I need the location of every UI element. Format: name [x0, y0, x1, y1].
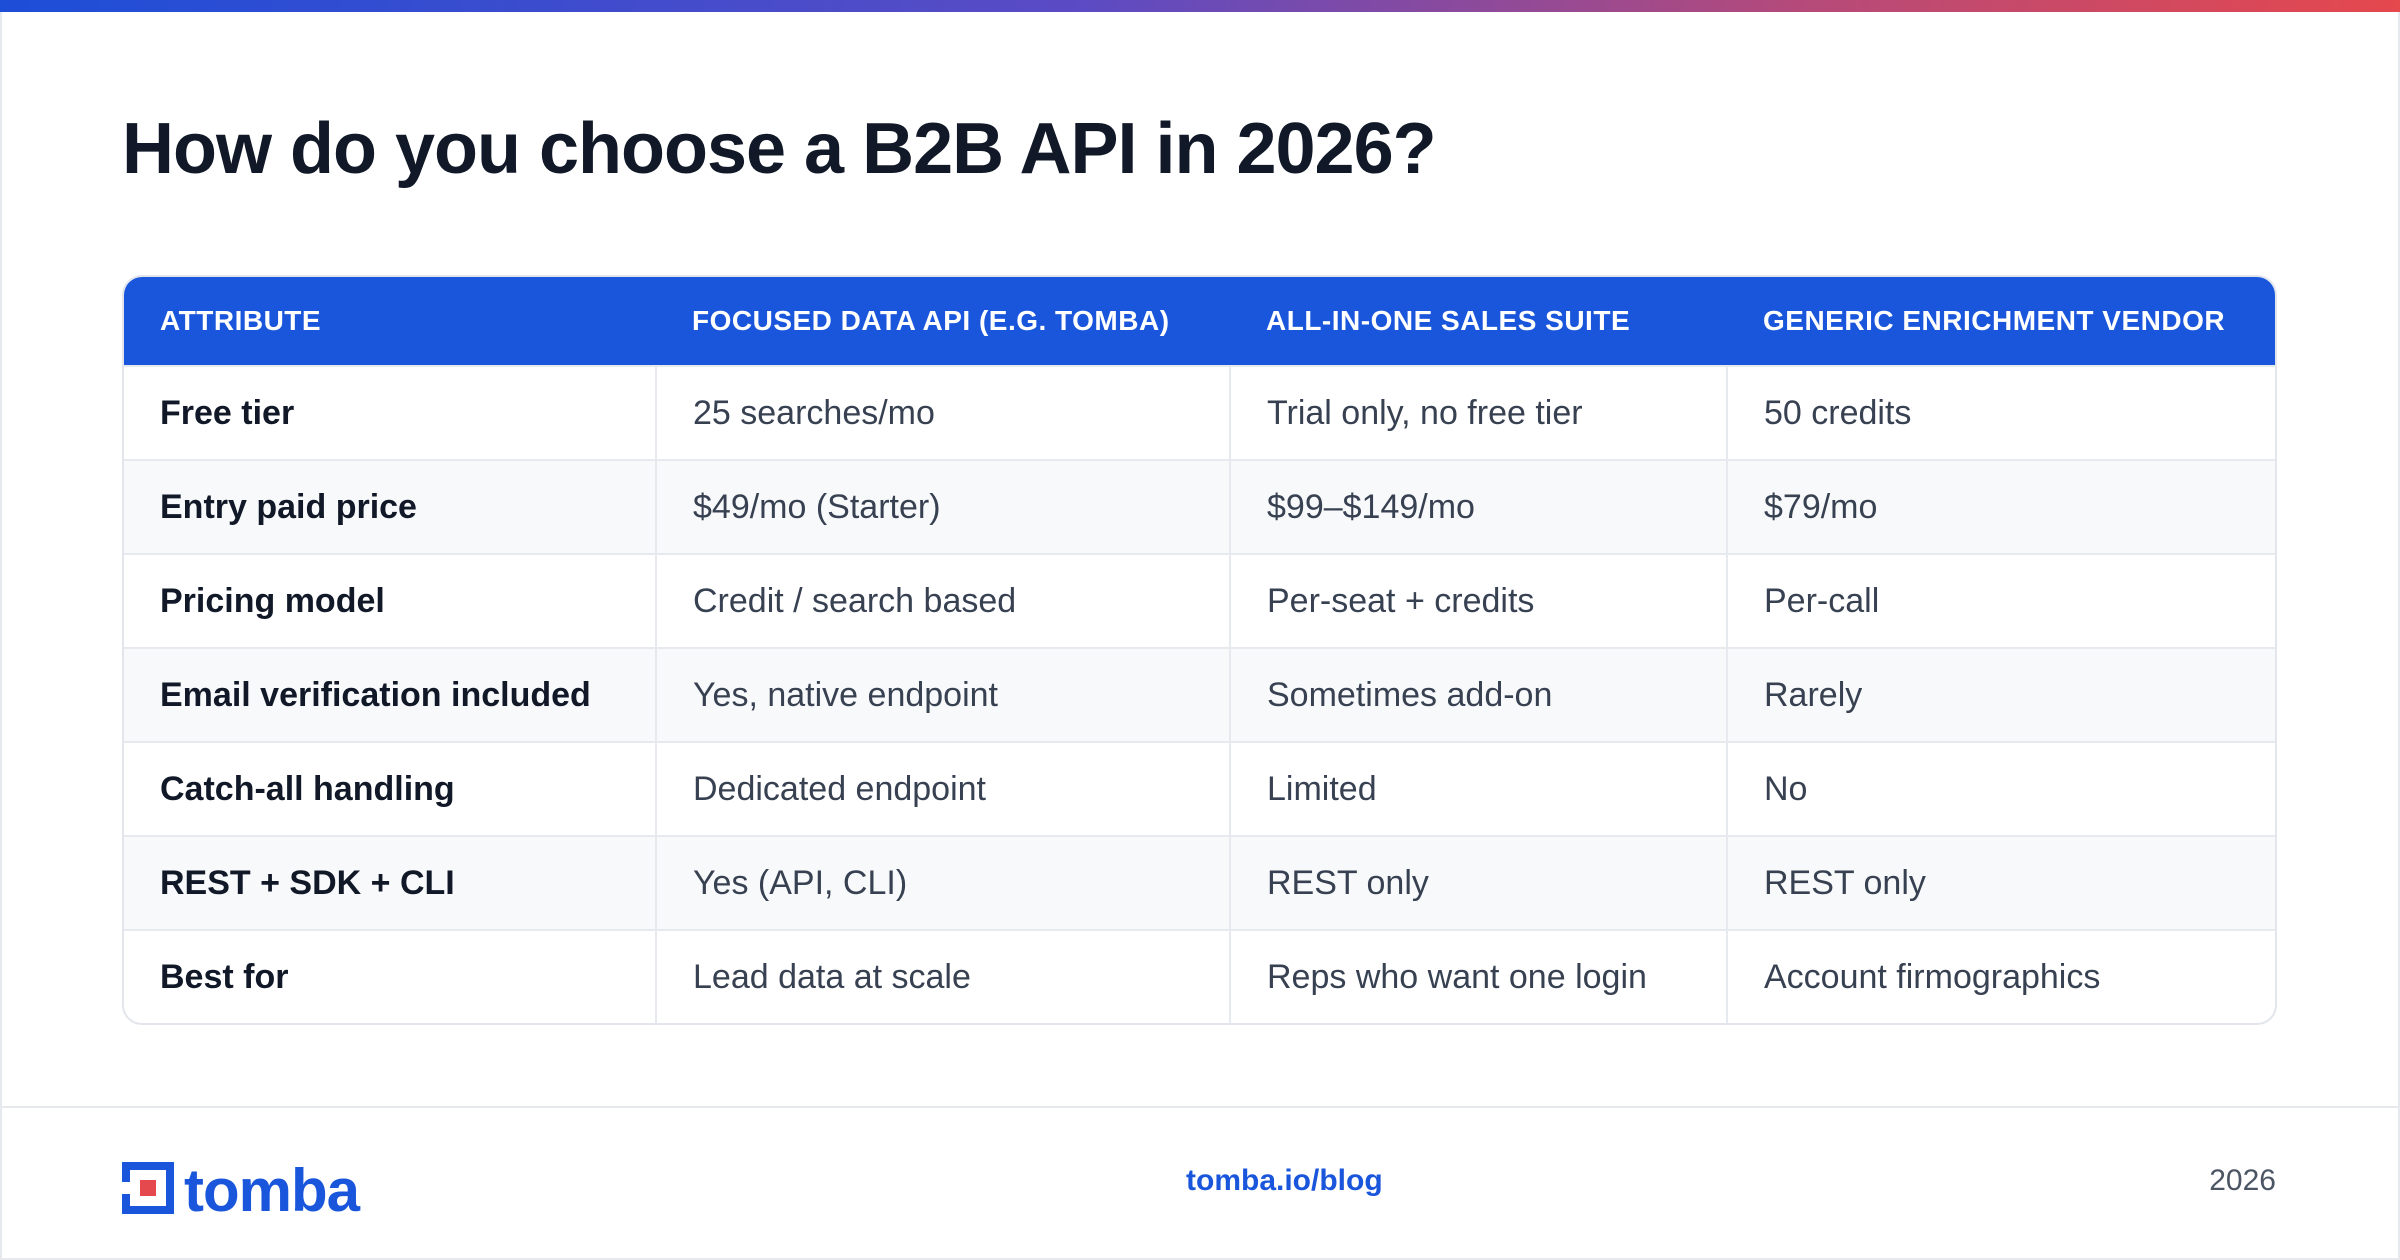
footer-divider: [0, 1106, 2400, 1108]
table-row: Free tier 25 searches/mo Trial only, no …: [124, 366, 2275, 460]
table-row: Pricing model Credit / search based Per-…: [124, 554, 2275, 648]
table-cell: 50 credits: [1727, 366, 2275, 460]
table-cell: Rarely: [1727, 648, 2275, 742]
table-cell: REST + SDK + CLI: [124, 836, 656, 930]
table-cell: Best for: [124, 930, 656, 1024]
table-cell: Credit / search based: [656, 554, 1230, 648]
table-cell: Sometimes add-on: [1230, 648, 1727, 742]
comparison-table: ATTRIBUTE FOCUSED DATA API (E.G. TOMBA) …: [122, 275, 2277, 1025]
table-row: Entry paid price $49/mo (Starter) $99–$1…: [124, 460, 2275, 554]
table-cell: Trial only, no free tier: [1230, 366, 1727, 460]
tomba-logo-icon: [122, 1162, 174, 1219]
footer-year: 2026: [2209, 1164, 2276, 1198]
table-cell: Pricing model: [124, 554, 656, 648]
table-cell: Catch-all handling: [124, 742, 656, 836]
table-cell: 25 searches/mo: [656, 366, 1230, 460]
table-cell: $99–$149/mo: [1230, 460, 1727, 554]
top-gradient-bar: [0, 0, 2400, 12]
table-cell: Dedicated endpoint: [656, 742, 1230, 836]
table-cell: Entry paid price: [124, 460, 656, 554]
table-cell: Per-seat + credits: [1230, 554, 1727, 648]
table-cell: Account firmographics: [1727, 930, 2275, 1024]
header-focused-data-api: FOCUSED DATA API (E.G. TOMBA): [656, 277, 1230, 366]
table-cell: REST only: [1727, 836, 2275, 930]
tomba-logo[interactable]: tomba: [122, 1156, 359, 1225]
table-cell: REST only: [1230, 836, 1727, 930]
table-cell: No: [1727, 742, 2275, 836]
table-cell: Per-call: [1727, 554, 2275, 648]
header-generic-enrichment: GENERIC ENRICHMENT VENDOR: [1727, 277, 2275, 366]
header-attribute: ATTRIBUTE: [124, 277, 656, 366]
table-cell: Reps who want one login: [1230, 930, 1727, 1024]
table-cell: Yes (API, CLI): [656, 836, 1230, 930]
logo-wordmark: tomba: [184, 1156, 359, 1225]
table-cell: $49/mo (Starter): [656, 460, 1230, 554]
table-cell: Lead data at scale: [656, 930, 1230, 1024]
blog-link[interactable]: tomba.io/blog: [1186, 1164, 1383, 1198]
table-cell: Email verification included: [124, 648, 656, 742]
table-cell: Yes, native endpoint: [656, 648, 1230, 742]
table-header-row: ATTRIBUTE FOCUSED DATA API (E.G. TOMBA) …: [124, 277, 2275, 366]
page-title: How do you choose a B2B API in 2026?: [122, 108, 1436, 190]
table-row: Best for Lead data at scale Reps who wan…: [124, 930, 2275, 1024]
table-cell: $79/mo: [1727, 460, 2275, 554]
table-cell: Limited: [1230, 742, 1727, 836]
table-row: Email verification included Yes, native …: [124, 648, 2275, 742]
header-all-in-one-suite: ALL-IN-ONE SALES SUITE: [1230, 277, 1727, 366]
table-row: Catch-all handling Dedicated endpoint Li…: [124, 742, 2275, 836]
table-cell: Free tier: [124, 366, 656, 460]
table-row: REST + SDK + CLI Yes (API, CLI) REST onl…: [124, 836, 2275, 930]
